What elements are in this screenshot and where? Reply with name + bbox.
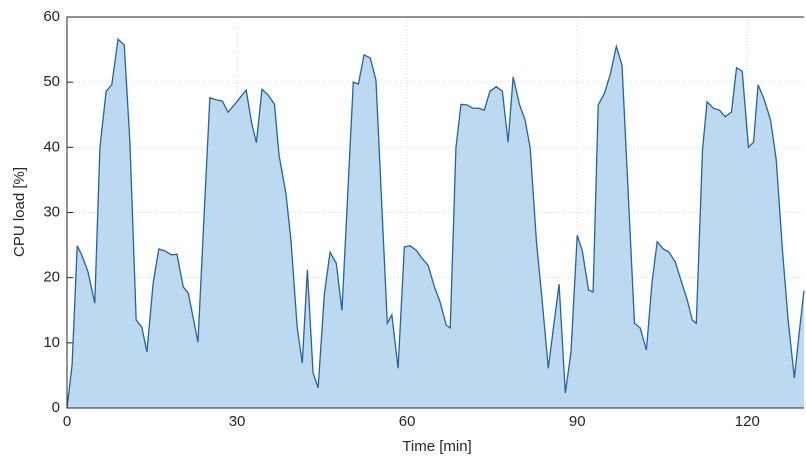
x-tick-label: 60 xyxy=(399,413,416,430)
x-tick-label: 0 xyxy=(63,413,71,430)
x-tick-label: 90 xyxy=(569,413,586,430)
y-tick-label: 20 xyxy=(43,269,60,286)
y-tick-label: 10 xyxy=(43,334,60,351)
y-tick-label: 40 xyxy=(43,138,60,155)
line xyxy=(66,37,805,409)
y-tick-label: 0 xyxy=(52,399,60,416)
x-axis-label: Time [min] xyxy=(402,438,471,455)
axes-frame xyxy=(66,16,804,409)
y-tick-label: 30 xyxy=(43,203,60,220)
x-tick-label: 30 xyxy=(229,413,246,430)
y-axis-label: CPU load [%] xyxy=(11,167,28,257)
x-tick-label: 120 xyxy=(735,413,760,430)
area xyxy=(67,39,804,408)
y-tick-label: 60 xyxy=(43,8,60,25)
y-tick-label: 50 xyxy=(43,73,60,90)
